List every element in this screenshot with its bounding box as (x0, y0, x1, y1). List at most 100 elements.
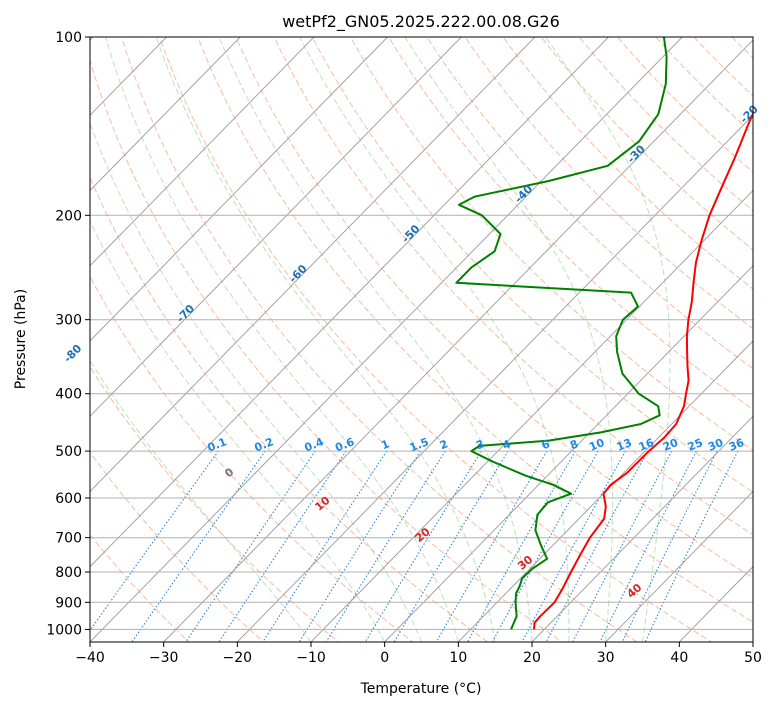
isotherm-label: -50 (399, 222, 422, 246)
y-axis-ticks: 1000 900 800 700 600 500 400 300 200 100 (46, 30, 90, 638)
mixing-ratio-line (325, 450, 446, 642)
mixing-ratio-line (621, 450, 718, 642)
mixing-ratio-label: 13 (615, 436, 634, 454)
mixing-ratio-label: 30 (706, 436, 725, 454)
mixing-ratio-label: 16 (637, 436, 656, 454)
isotherm-label: -80 (61, 342, 84, 366)
y-tick-label: 500 (55, 444, 82, 460)
mixing-ratio-line (644, 450, 739, 642)
isotherm-line (457, 340, 753, 642)
mixing-ratio-label: 36 (727, 436, 746, 454)
y-tick-label: 100 (55, 30, 82, 46)
mixing-ratio-label: 1.5 (408, 435, 431, 454)
y-tick-label: 600 (55, 491, 82, 507)
series-layer (455, 37, 753, 630)
y-axis-label: Pressure (hPa) (13, 289, 29, 389)
isotherm-line (90, 37, 536, 493)
isotherm-label: -40 (512, 182, 535, 206)
dry-adiabat (90, 451, 265, 642)
mixing-ratio-label: 1 (379, 437, 391, 452)
mixing-ratio-line (298, 450, 421, 642)
mixing-ratio-line (466, 450, 576, 642)
x-tick-label: 20 (523, 650, 541, 666)
temperature-line (533, 111, 753, 630)
moist-adiabat (90, 219, 386, 642)
x-axis-ticks: −40 −30 −20 −10 0 10 20 30 40 50 (75, 642, 762, 666)
mixing-ratio-label: 0.6 (333, 435, 356, 454)
mixing-ratio-line (218, 450, 347, 642)
x-axis-label: Temperature (°C) (360, 681, 482, 697)
mixing-ratio-label: 0.2 (253, 435, 276, 454)
dry-adiabat (90, 275, 414, 642)
y-tick-label: 300 (55, 313, 82, 329)
x-tick-label: 10 (449, 650, 467, 666)
isotherm-line (90, 37, 315, 267)
moist-adiabat (90, 359, 312, 642)
y-tick-label: 1000 (46, 622, 82, 638)
isotherm-line (90, 37, 683, 642)
dry-adiabat (388, 37, 753, 410)
dry-adiabat (121, 37, 638, 642)
y-tick-label: 200 (55, 208, 82, 224)
mixing-ratio-label: 10 (587, 436, 606, 454)
mixing-ratio-label: 0.4 (303, 435, 326, 454)
mixing-ratio-line (364, 450, 482, 642)
isotherm-label: -70 (174, 302, 197, 326)
y-tick-label: 800 (55, 565, 82, 581)
isotherm-line (90, 37, 389, 342)
moist-adiabat (155, 37, 496, 642)
x-tick-label: 30 (597, 650, 615, 666)
mixing-ratio-line (545, 450, 649, 642)
moist-adiabat (544, 37, 671, 642)
dewpoint-line (455, 37, 668, 630)
mixing-ratio-label: 0.1 (206, 435, 229, 454)
dry-adiabat (273, 37, 753, 536)
y-tick-label: 400 (55, 387, 82, 403)
mixing-ratio-line (491, 450, 599, 642)
isotherm-line (90, 37, 462, 417)
moist-adiabat (105, 37, 459, 642)
dry-adiabat (757, 24, 775, 643)
x-tick-label: 0 (380, 650, 389, 666)
x-tick-label: 50 (744, 650, 762, 666)
x-tick-label: −20 (223, 650, 253, 666)
dry-adiabat-label: 0 (222, 465, 236, 480)
mixing-ratio-label: 2 (438, 437, 450, 452)
mixing-ratio-label: 4 (501, 437, 513, 452)
moist-adiabat (404, 37, 614, 642)
isotherm-line (678, 566, 753, 642)
dry-adiabat-label: 20 (413, 525, 433, 545)
mixing-ratio-line (521, 450, 626, 642)
isotherm-line (605, 490, 753, 642)
mixing-ratio-line (393, 450, 509, 642)
moist-adiabat (218, 37, 533, 642)
moist-adiabat (299, 37, 570, 642)
mixing-ratio-line (262, 450, 388, 642)
mixing-ratio-label: 3 (474, 437, 486, 452)
dry-adiabat (90, 176, 489, 642)
mixing-ratio-line (185, 450, 316, 642)
y-tick-label: 900 (55, 595, 82, 611)
x-tick-label: −10 (296, 650, 326, 666)
mixing-ratio-line (572, 450, 673, 642)
mixing-ratio-line (435, 450, 548, 642)
x-tick-label: −40 (75, 650, 105, 666)
isotherm-line (90, 37, 610, 568)
x-tick-label: −30 (149, 650, 179, 666)
dry-adiabat (502, 37, 753, 290)
mixing-ratio-label: 25 (686, 436, 705, 454)
isotherm-line (163, 39, 753, 642)
isotherm-line (236, 114, 753, 642)
mixing-ratio-label: 20 (661, 436, 680, 454)
dry-adiabat (464, 37, 753, 330)
isotherm-label-layer: 0.10.20.40.611.52346810131620253036-100-… (61, 102, 761, 600)
dry-adiabat-label: 10 (313, 494, 333, 514)
mixing-ratio-line (599, 450, 697, 642)
mixing-ratio-line (90, 450, 219, 632)
isotherm-line (310, 189, 753, 642)
dry-adiabat (159, 37, 713, 642)
x-tick-label: 40 (670, 650, 688, 666)
background-lines (90, 24, 775, 643)
chart-title: wetPf2_GN05.2025.222.00.08.G26 (282, 12, 560, 32)
